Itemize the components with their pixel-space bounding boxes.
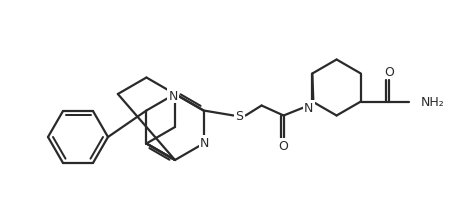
Text: S: S [236, 109, 244, 122]
Text: N: N [169, 89, 178, 102]
Text: NH₂: NH₂ [421, 96, 445, 109]
Text: N: N [304, 102, 313, 115]
Text: O: O [384, 66, 394, 79]
Text: O: O [278, 139, 288, 152]
Text: N: N [200, 136, 209, 149]
